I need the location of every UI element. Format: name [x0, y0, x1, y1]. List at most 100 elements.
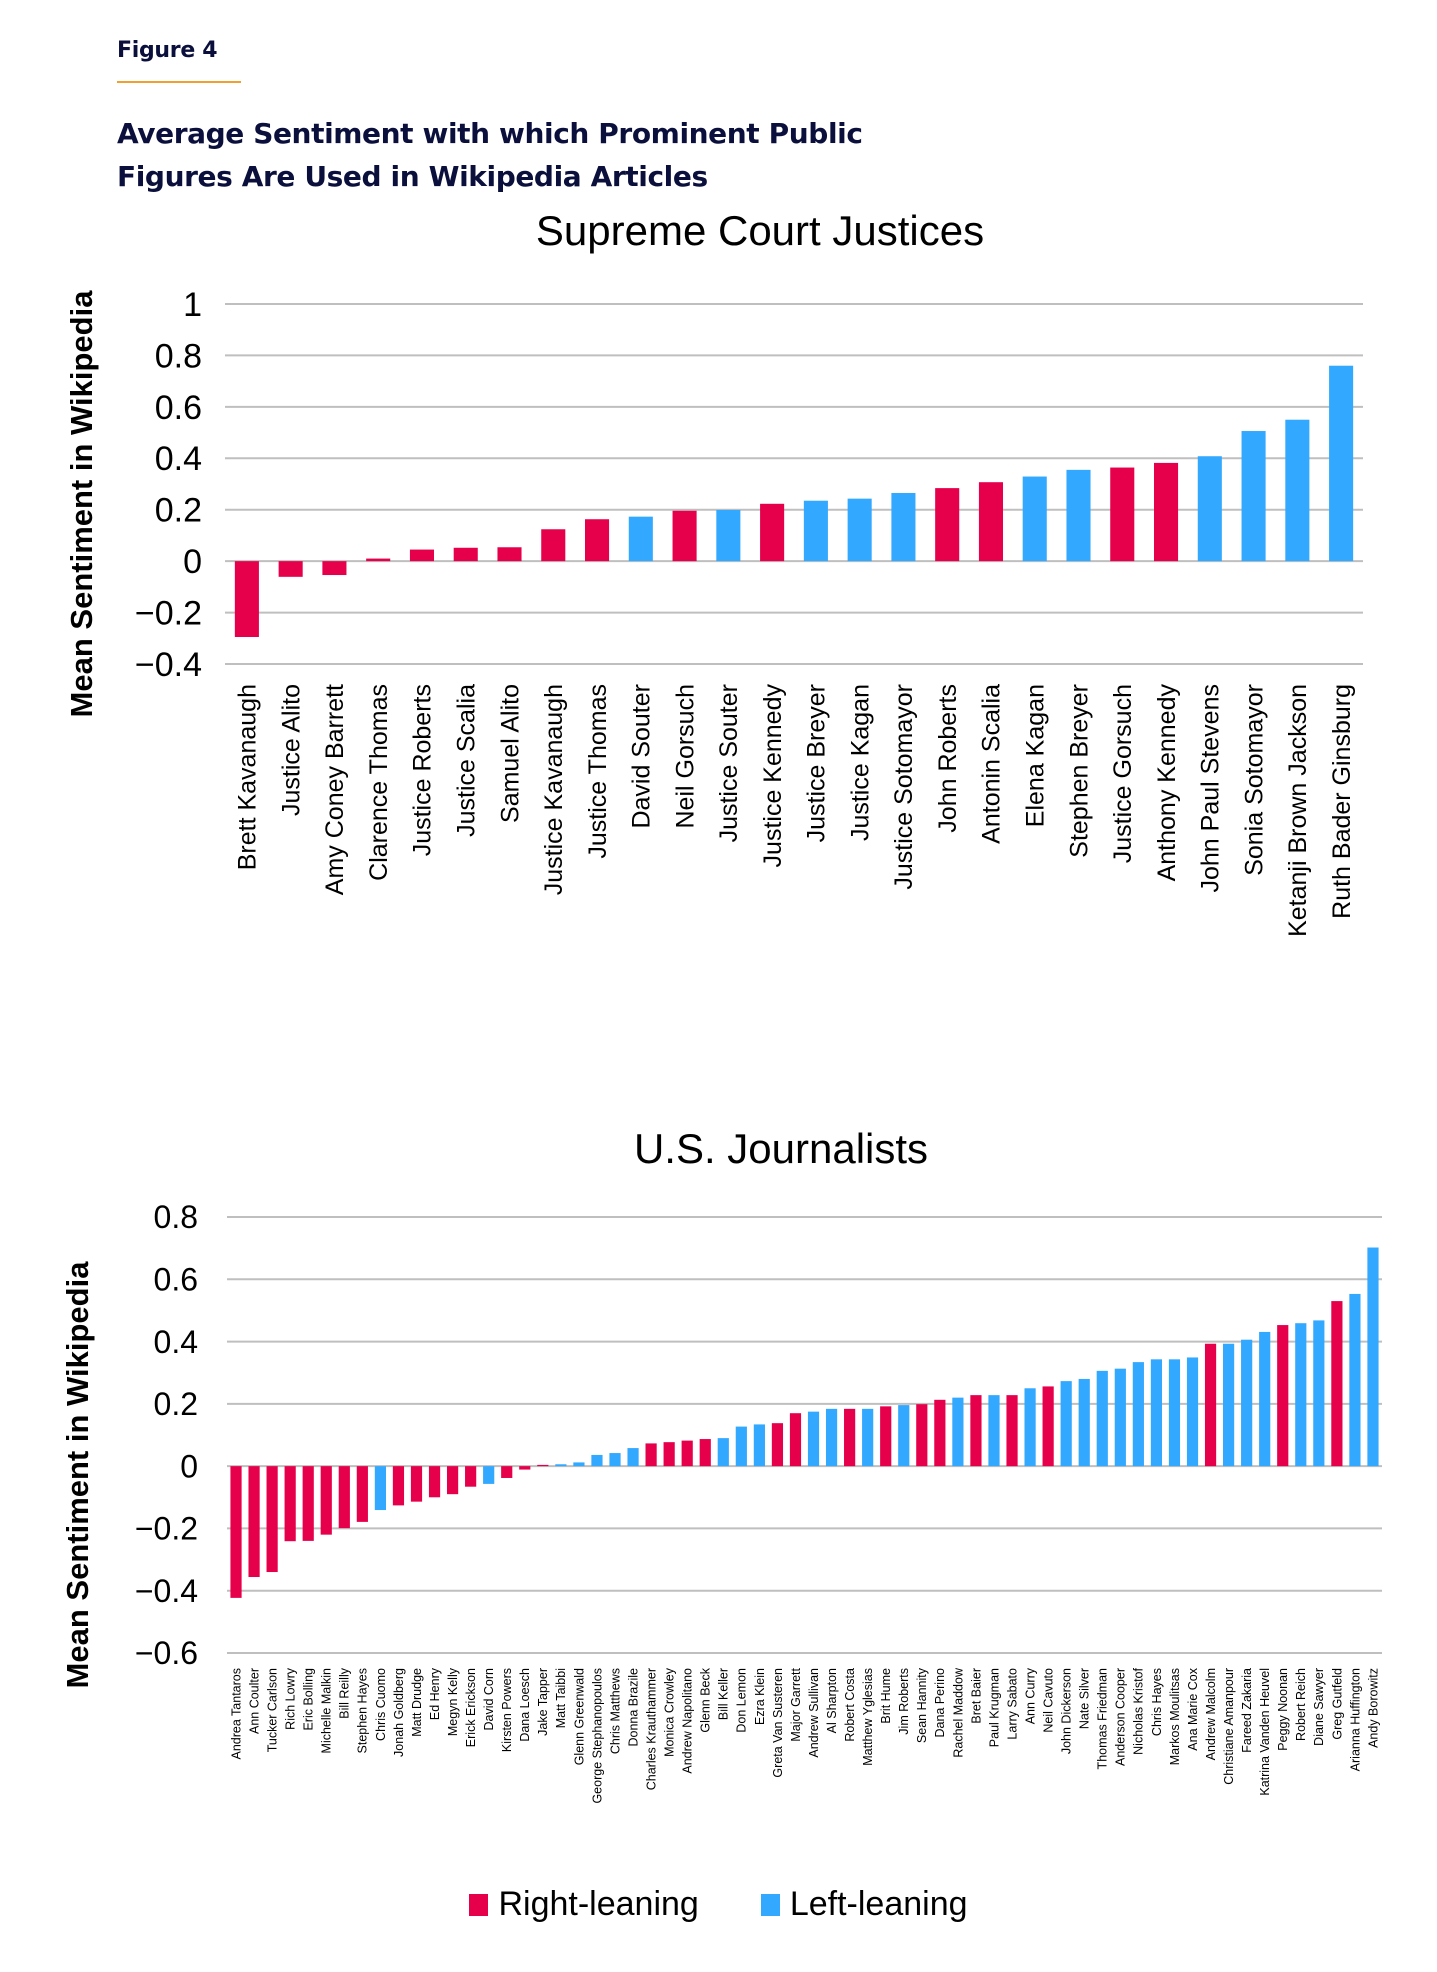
justices-category-label: Justice Kavanaugh: [540, 684, 568, 895]
journalists-bar: [1096, 1370, 1108, 1467]
journalists-category-label: Fareed Zakaria: [1240, 1668, 1254, 1753]
journalists-category-label: Matthew Yglesias: [861, 1668, 875, 1766]
justices-category-label: Justice Kagan: [846, 684, 874, 841]
justices-bar: [322, 561, 347, 576]
figure-title: Average Sentiment with which Prominent P…: [117, 112, 1017, 198]
accent-rule: [117, 81, 241, 83]
journalists-bar: [1132, 1362, 1144, 1467]
journalists-category-label: Chris Hayes: [1150, 1668, 1164, 1736]
justices-category-label: Justice Roberts: [409, 684, 437, 856]
journalists-bar: [862, 1408, 874, 1467]
journalists-ytick-label: 0: [180, 1448, 198, 1484]
journalists-bar: [1367, 1247, 1379, 1467]
chart-title-journalists: U.S. Journalists: [633, 1125, 929, 1172]
journalists-category-label: Ed Henry: [428, 1667, 442, 1720]
justices-bar: [1329, 365, 1354, 562]
justices-category-label: Justice Scalia: [452, 684, 480, 837]
justices-bar: [541, 529, 566, 562]
journalists-bar: [266, 1466, 278, 1573]
justices-category-label: Justice Souter: [715, 684, 743, 842]
journalists-bar: [1060, 1381, 1072, 1467]
legend-swatch-left: [760, 1893, 780, 1916]
justices-y-axis-title: Mean Sentiment in Wikipedia: [64, 290, 99, 718]
journalists-bar: [284, 1466, 296, 1542]
journalists-category-label: Glenn Beck: [699, 1667, 713, 1732]
journalists-ytick-label: 0.2: [154, 1386, 198, 1422]
journalists-category-label: Sean Hannity: [915, 1667, 929, 1743]
journalists-category-label: Glenn Greenwald: [572, 1668, 586, 1765]
journalists-bar: [789, 1413, 802, 1467]
journalists-bar: [338, 1466, 350, 1529]
justices-category-label: Ketanji Brown Jackson: [1284, 684, 1312, 937]
journalists-bar: [356, 1466, 368, 1522]
journalists-category-label: George Stephanopoulos: [590, 1668, 604, 1804]
journalists-bar: [1114, 1368, 1126, 1467]
justices-category-label: Elena Kagan: [1021, 684, 1049, 827]
justices-bar: [716, 509, 741, 562]
journalists-category-label: Matt Taibbi: [554, 1668, 568, 1728]
journalists-bar: [916, 1404, 928, 1467]
justices-category-label: Amy Coney Barrett: [321, 684, 349, 895]
journalists-ytick-label: −0.6: [135, 1635, 198, 1671]
journalists-bar: [501, 1466, 513, 1478]
justices-bar: [1154, 462, 1179, 562]
journalists-bar: [627, 1448, 639, 1467]
justices-ytick-label: 0.6: [155, 389, 202, 427]
journalists-ytick-label: 0.6: [154, 1261, 198, 1297]
journalists-bar: [771, 1423, 784, 1467]
journalists-category-label: Bill Reilly: [338, 1667, 352, 1718]
justices-ytick-label: 0.2: [155, 492, 202, 530]
journalists-category-label: Kirsten Powers: [500, 1668, 514, 1752]
journalists-bar: [1277, 1325, 1289, 1467]
journalists-bar: [970, 1395, 982, 1467]
journalists-bar: [898, 1405, 910, 1467]
journalists-category-label: Ann Coulter: [247, 1668, 261, 1734]
justices-category-label: Justice Alito: [277, 684, 305, 816]
justices-category-label: Justice Gorsuch: [1109, 684, 1137, 863]
journalists-category-label: Peggy Noonan: [1276, 1668, 1290, 1751]
journalists-bar: [844, 1408, 856, 1467]
journalists-category-label: Ann Curry: [1023, 1667, 1037, 1724]
figure-label: Figure 4: [117, 38, 218, 63]
justices-bar: [1022, 476, 1047, 562]
legend-item-left: Left-leaning: [760, 1885, 968, 1924]
justices-bar: [628, 516, 653, 562]
journalists-category-label: Andrea Tantaros: [229, 1668, 243, 1760]
journalists-category-label: Eric Bolling: [302, 1668, 316, 1731]
journalists-bar: [1241, 1339, 1253, 1467]
journalists-bar: [1150, 1359, 1163, 1467]
justices-category-label: Samuel Alito: [496, 684, 524, 823]
journalists-ytick-label: −0.4: [135, 1573, 198, 1609]
justices-bar: [760, 503, 785, 562]
justices-ytick-label: −0.4: [135, 646, 202, 684]
journalists-bar: [374, 1466, 386, 1511]
journalists-bar: [1295, 1323, 1307, 1467]
journalists-category-label: Brit Hume: [879, 1668, 893, 1724]
justices-bar: [234, 561, 259, 637]
journalists-category-label: Chris Cuomo: [374, 1668, 388, 1741]
justices-category-label: Justice Thomas: [584, 684, 612, 859]
journalists-category-label: Megyn Kelly: [446, 1667, 460, 1736]
journalists-bar: [410, 1466, 423, 1502]
justices-category-label: John Paul Stevens: [1197, 684, 1225, 892]
journalists-bar: [825, 1408, 838, 1467]
journalists-category-label: Diane Sawyer: [1312, 1668, 1326, 1746]
journalists-category-label: Erick Erickson: [464, 1668, 478, 1747]
justices-category-label: Clarence Thomas: [365, 684, 393, 881]
justices-bar: [409, 549, 434, 562]
justices-bar: [978, 482, 1003, 562]
justices-category-label: Neil Gorsuch: [671, 684, 699, 829]
journalists-category-label: Andrew Malcolm: [1204, 1668, 1218, 1760]
justices-bar: [935, 488, 960, 562]
legend-swatch-right: [469, 1893, 489, 1916]
justices-bar: [497, 547, 522, 562]
journalists-category-label: Don Lemon: [735, 1668, 749, 1733]
journalists-bar: [753, 1424, 765, 1467]
justices-bar: [672, 510, 697, 562]
justices-ytick-label: −0.2: [135, 594, 202, 632]
journalists-bar: [1078, 1378, 1090, 1467]
journalists-bar: [1313, 1320, 1325, 1467]
journalists-bar: [537, 1464, 549, 1467]
journalists-category-label: Tucker Carlson: [265, 1668, 279, 1752]
justices-bar: [891, 493, 916, 562]
